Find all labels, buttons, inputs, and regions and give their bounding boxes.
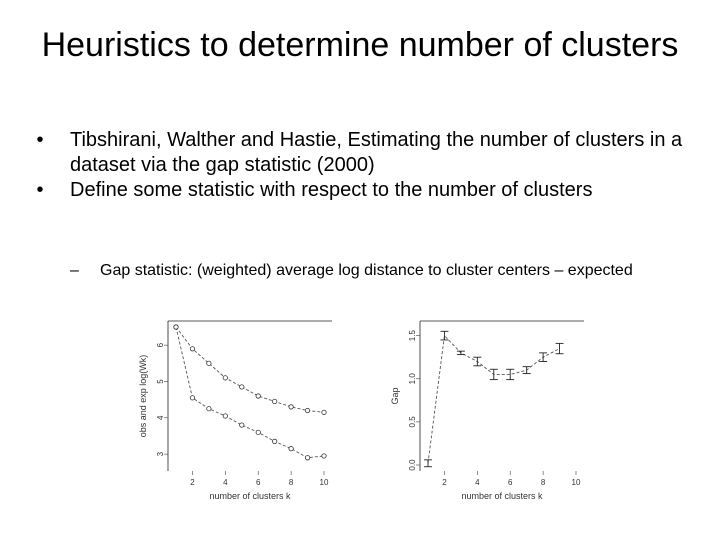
data-point [189,346,196,352]
sub-bullet-mark: – [70,262,79,279]
data-point [222,413,228,419]
data-point [222,375,228,381]
data-point [206,360,212,366]
bullet-mark: • [36,129,44,151]
bullet-text: Define some statistic with respect to th… [70,179,593,201]
x-tick-label: 6 [508,478,513,487]
bullet-text: Tibshirani, Walther and Hastie, Estimati… [70,129,683,176]
x-tick-label: 8 [289,478,294,487]
data-point [321,453,327,459]
y-axis-label: Gap [390,387,400,404]
data-point [272,438,278,444]
slide-title: Heuristics to determine number of cluste… [41,26,679,64]
data-point [239,422,245,428]
series-line [427,334,560,464]
data-point [189,395,196,401]
x-tick-label: 2 [442,478,447,487]
x-axis-label: number of clusters k [461,491,543,501]
y-tick-label: 5 [156,379,165,384]
y-tick-label: 1.0 [408,373,417,385]
data-point [288,404,294,410]
y-tick-label: 6 [156,342,165,347]
bullet-mark: • [36,179,44,201]
gap-chart: 0.0 0.5 1.0 1.5 2 4 6 8 10 number of clusters k Ga… [390,320,584,501]
y-tick-label: 4 [156,415,165,420]
data-point [255,393,261,399]
data-point [304,407,311,414]
y-axis-label: obs and exp log(Wk) [138,355,148,438]
data-point [255,429,261,435]
bullet-item: • Tibshirani, Walther and Hastie, Estima… [30,128,710,178]
sub-bullet: – Gap statistic: (weighted) average log … [70,260,720,282]
log-wk-chart: 3 4 5 6 2 4 6 8 10 number of clusters k obs and ex… [138,320,332,501]
data-point [321,409,327,415]
data-point [272,398,278,405]
x-tick-label: 6 [256,478,261,487]
x-tick-label: 4 [475,478,480,487]
y-tick-label: 3 [156,451,165,456]
x-tick-label: 10 [572,478,581,487]
data-point [288,446,294,452]
bullet-item: • Define some statistic with respect to … [30,178,710,203]
data-point [239,384,245,390]
y-tick-label: 0.0 [408,459,417,471]
y-tick-label: 1.5 [408,330,417,342]
series-line [175,326,325,413]
x-tick-label: 2 [190,478,195,487]
x-tick-label: 4 [223,478,228,487]
x-tick-label: 10 [320,478,329,487]
data-point [206,406,212,412]
data-point [304,455,311,461]
y-tick-label: 0.5 [408,416,417,428]
x-axis-label: number of clusters k [209,491,291,501]
sub-bullet-text: Gap statistic: (weighted) average log di… [100,262,633,279]
x-tick-label: 8 [541,478,546,487]
data-point [173,324,179,330]
bullet-list: • Tibshirani, Walther and Hastie, Estima… [30,128,710,203]
series-line [175,326,325,459]
